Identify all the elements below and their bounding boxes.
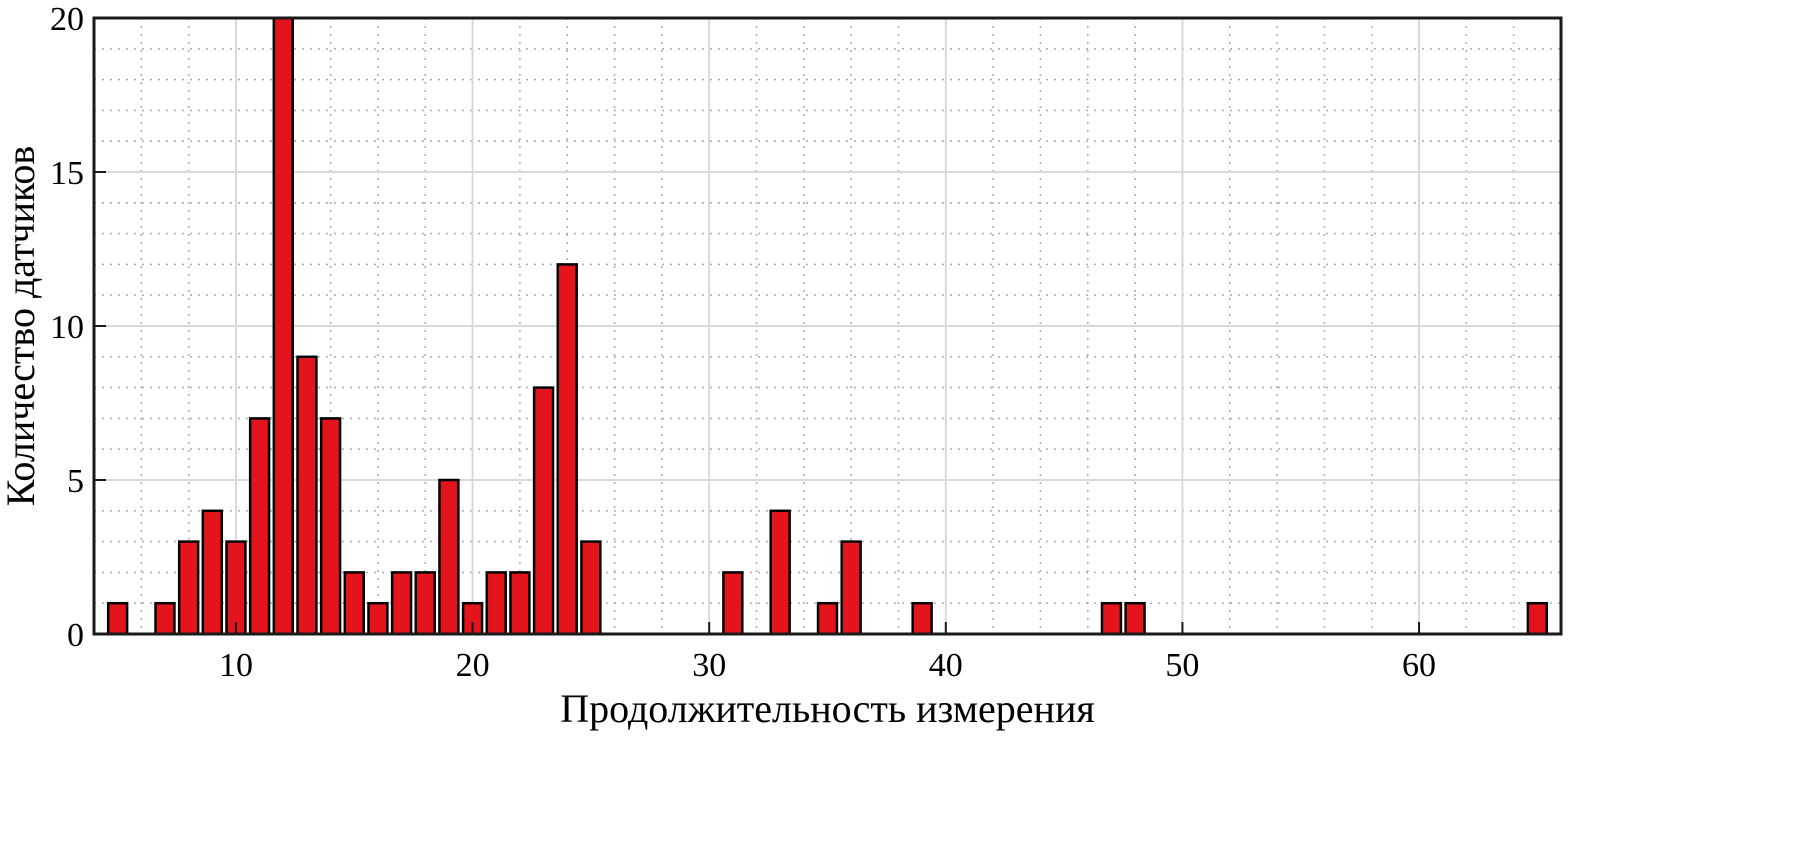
bar [485, 571, 507, 636]
x-tick-label: 30 [692, 647, 726, 684]
bar [343, 571, 365, 636]
x-tick-label: 40 [929, 647, 963, 684]
bar [367, 601, 389, 636]
x-axis-label: Продолжительность измерения [560, 686, 1095, 731]
y-axis-label: Количество датчиков [0, 146, 43, 507]
bar [580, 540, 602, 636]
bar [248, 417, 271, 636]
bar [816, 601, 839, 636]
bar [390, 571, 413, 636]
x-tick-label: 60 [1402, 647, 1436, 684]
bar [414, 571, 436, 636]
bar [532, 386, 555, 636]
bar [438, 478, 460, 636]
y-tick-label: 5 [67, 463, 84, 500]
bar [911, 601, 933, 636]
bar [319, 417, 342, 636]
bar [509, 571, 531, 636]
y-tick-label: 20 [50, 1, 84, 38]
y-tick-label: 0 [67, 617, 84, 654]
bar [225, 540, 247, 636]
ticks [94, 17, 1421, 635]
bar [296, 355, 318, 636]
bar [154, 601, 176, 636]
bar [769, 509, 791, 636]
bar [201, 509, 224, 636]
x-tick-label: 10 [219, 647, 253, 684]
bar [1124, 601, 1146, 636]
grid [93, 18, 1562, 634]
bar [1100, 601, 1123, 636]
tick-labels: 10 20 30 40 50 60 0 5 10 15 20 [50, 1, 1436, 684]
bar [177, 540, 200, 636]
y-tick-label: 15 [50, 155, 84, 192]
bar [722, 571, 744, 636]
y-tick-label: 10 [50, 309, 84, 346]
bar [106, 601, 129, 636]
x-tick-label: 50 [1165, 647, 1199, 684]
bar [840, 540, 862, 636]
bar [1526, 601, 1549, 636]
bar [272, 16, 295, 636]
bar [556, 263, 578, 636]
x-tick-label: 20 [456, 647, 490, 684]
